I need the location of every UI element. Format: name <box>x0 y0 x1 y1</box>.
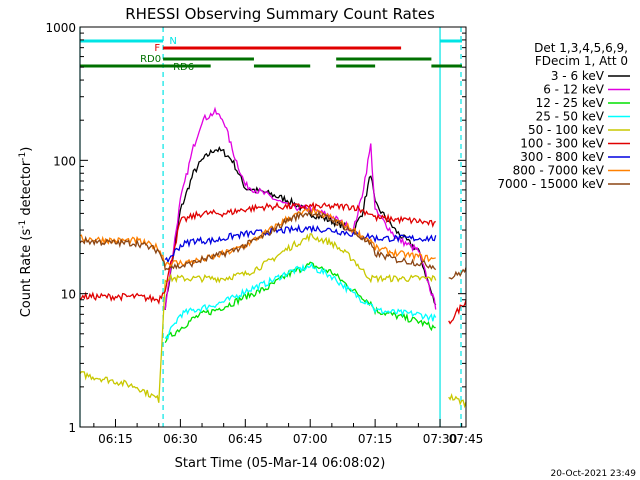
legend-header-line-2: FDecim 1, Att 0 <box>535 54 628 68</box>
series-line-7-0 <box>79 206 436 268</box>
y-tick-label-3: 1000 <box>45 21 76 35</box>
x-axis-label: Start Time (05-Mar-14 06:08:02) <box>175 456 386 471</box>
y-axis-label-mid: detector <box>19 160 34 220</box>
series-line-3-0 <box>164 262 437 340</box>
series-line-5-0 <box>79 201 436 305</box>
legend-label-7: 800 - 7000 keV <box>513 164 605 178</box>
y-axis: 1 10 100 1000 <box>45 21 466 435</box>
series-line-8-1 <box>448 267 467 280</box>
chart-title: RHESSI Observing Summary Count Rates <box>125 5 435 23</box>
series-line-4-0 <box>79 233 437 403</box>
x-tick-label-1: 06:30 <box>163 432 198 446</box>
series-line-5-1 <box>448 300 467 325</box>
legend: Det 1,3,4,5,6,9, FDecim 1, Att 0 3 - 6 k… <box>497 41 630 191</box>
x-tick-label-5: 07:30 <box>423 432 458 446</box>
y-axis-label-sup2: -1 <box>18 152 28 161</box>
legend-header-line-1: Det 1,3,4,5,6,9, <box>534 41 628 55</box>
series-line-6-0 <box>164 223 437 264</box>
flag-label-rd6: RD6 <box>173 62 194 73</box>
legend-label-4: 50 - 100 keV <box>528 123 605 137</box>
flag-label-n: N <box>169 36 176 47</box>
x-tick-label-3: 07:00 <box>293 432 328 446</box>
legend-label-2: 12 - 25 keV <box>536 96 605 110</box>
x-tick-label-6: 07:45 <box>449 432 484 446</box>
y-tick-label-0: 1 <box>68 421 76 435</box>
series-line-8-0 <box>79 209 437 271</box>
series-line-1-0 <box>164 106 437 310</box>
y-axis-label-main: Count Rate (s <box>19 229 34 318</box>
legend-label-3: 25 - 50 keV <box>536 110 605 124</box>
legend-label-6: 300 - 800 keV <box>520 150 604 164</box>
x-tick-label-4: 07:15 <box>358 432 393 446</box>
legend-label-8: 7000 - 15000 keV <box>497 177 604 191</box>
y-axis-label-end: ) <box>19 147 34 152</box>
series-line-4-1 <box>448 392 467 409</box>
timestamp: 20-Oct-2021 23:49 <box>551 469 637 479</box>
y-tick-label-1: 10 <box>61 288 76 302</box>
flag-label-f: F <box>154 43 160 54</box>
legend-label-1: 6 - 12 keV <box>543 83 605 97</box>
y-axis-label: Count Rate (s-1 detector-1) <box>18 147 34 318</box>
y-axis-label-sup1: -1 <box>18 220 28 229</box>
y-tick-label-2: 100 <box>53 154 76 168</box>
x-tick-label-2: 06:45 <box>228 432 263 446</box>
legend-label-5: 100 - 300 keV <box>520 137 604 151</box>
plot-frame <box>79 26 467 428</box>
series-line-0-0 <box>164 145 437 310</box>
series-line-2-0 <box>164 261 436 344</box>
x-tick-label-0: 06:15 <box>98 432 133 446</box>
flag-label-rd0: RD0 <box>140 54 161 65</box>
legend-label-0: 3 - 6 keV <box>551 69 605 83</box>
